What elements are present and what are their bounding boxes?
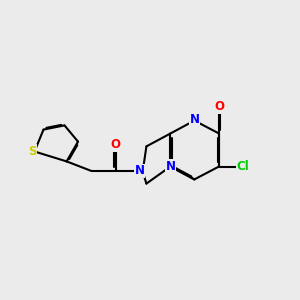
Text: Cl: Cl <box>237 160 249 173</box>
Text: N: N <box>165 160 176 173</box>
Text: O: O <box>110 138 121 151</box>
Text: O: O <box>214 100 224 113</box>
Text: N: N <box>134 164 145 178</box>
Text: N: N <box>189 112 200 126</box>
Text: S: S <box>28 145 36 158</box>
